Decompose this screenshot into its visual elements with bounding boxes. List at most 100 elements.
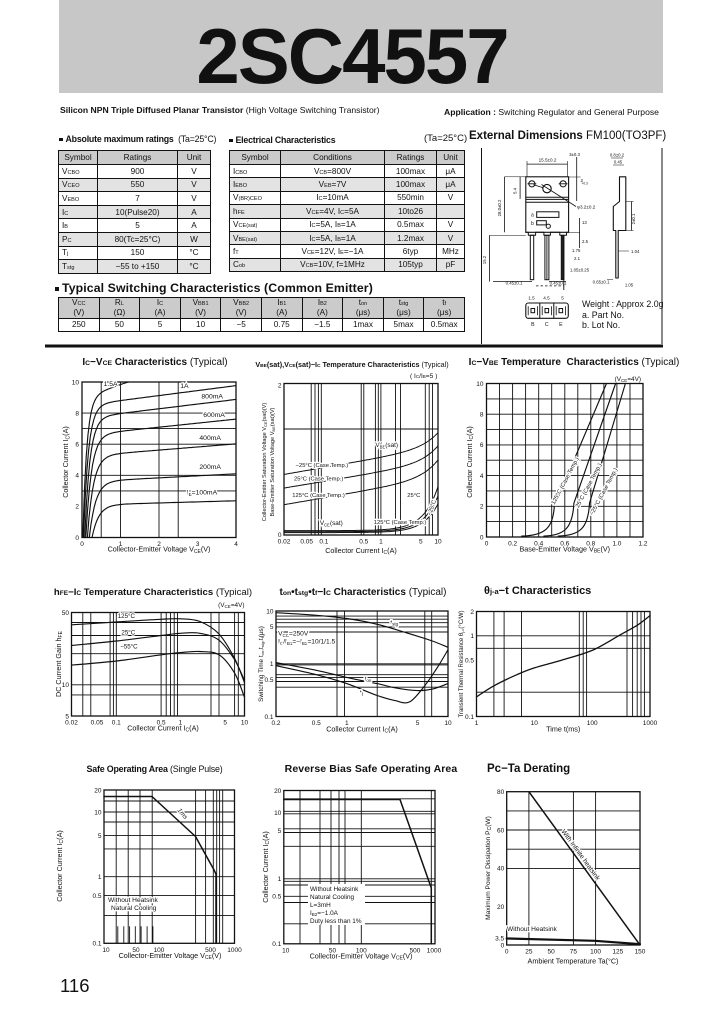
svg-text:1.2: 1.2 xyxy=(638,541,647,548)
svg-text:2: 2 xyxy=(480,504,484,511)
svg-text:5: 5 xyxy=(65,713,69,720)
svg-text:0.2: 0.2 xyxy=(271,720,280,727)
svg-text:0.65±0.1: 0.65±0.1 xyxy=(593,280,610,285)
svg-text:0.45±0.1: 0.45±0.1 xyxy=(550,281,567,286)
svg-text:0: 0 xyxy=(501,942,505,949)
svg-text:0: 0 xyxy=(485,541,489,548)
svg-text:0: 0 xyxy=(278,532,282,539)
svg-text:1000: 1000 xyxy=(227,947,242,954)
svg-text:125°C (Case Temp.): 125°C (Case Temp.) xyxy=(374,520,427,526)
svg-text:10: 10 xyxy=(102,947,110,954)
svg-text:0.5: 0.5 xyxy=(359,539,368,546)
svg-text:10: 10 xyxy=(72,379,80,386)
svg-text:φ3.2±0.2: φ3.2±0.2 xyxy=(577,205,596,210)
svg-text:a: a xyxy=(531,213,534,219)
svg-text:400mA: 400mA xyxy=(199,435,221,442)
svg-text:0.1: 0.1 xyxy=(319,539,328,546)
svg-text:0: 0 xyxy=(80,541,84,548)
svg-text:Collector Current IC(A): Collector Current IC(A) xyxy=(127,724,199,734)
svg-text:Ambient Temperature Ta(°C): Ambient Temperature Ta(°C) xyxy=(528,957,619,966)
svg-text:1: 1 xyxy=(379,539,383,546)
svg-text:15.2: 15.2 xyxy=(482,255,487,264)
svg-text:10: 10 xyxy=(531,720,539,727)
svg-text:0.5: 0.5 xyxy=(272,894,281,901)
svg-text:0: 0 xyxy=(505,949,509,956)
svg-text:Base-Emitter Saturation Voltag: Base-Emitter Saturation Voltage VBE(sat)… xyxy=(270,407,276,516)
svg-text:DC Current Gain hFE: DC Current Gain hFE xyxy=(54,630,64,697)
svg-text:Collector Current IC(A): Collector Current IC(A) xyxy=(326,725,398,735)
svg-text:25°C (Case Temp.): 25°C (Case Temp.) xyxy=(294,477,343,483)
svg-text:100: 100 xyxy=(154,947,165,954)
svg-text:8: 8 xyxy=(75,410,79,417)
svg-text:0: 0 xyxy=(480,534,484,541)
svg-text:25°C: 25°C xyxy=(407,493,420,499)
svg-text:50: 50 xyxy=(62,610,70,617)
svg-text:25°C: 25°C xyxy=(121,630,135,637)
svg-text:1: 1 xyxy=(179,720,183,727)
svg-text:50: 50 xyxy=(547,949,555,956)
svg-text:25: 25 xyxy=(525,949,533,956)
svg-text:28.0±0.2: 28.0±0.2 xyxy=(497,199,502,216)
svg-text:1.0: 1.0 xyxy=(612,541,621,548)
svg-text:1000: 1000 xyxy=(427,947,442,954)
svg-text:5: 5 xyxy=(419,539,423,546)
svg-text:0.2: 0.2 xyxy=(508,541,517,548)
svg-text:0.1: 0.1 xyxy=(112,720,121,727)
svg-text:0.5: 0.5 xyxy=(312,720,321,727)
svg-text:125°C (Case Temp.): 125°C (Case Temp.) xyxy=(292,493,345,499)
svg-text:Collector Current IC(A): Collector Current IC(A) xyxy=(325,546,397,556)
svg-text:IC/IB1=−IB2=10/1/1.5: IC/IB1=−IB2=10/1/1.5 xyxy=(278,639,335,646)
svg-text:6: 6 xyxy=(480,442,484,449)
svg-text:Collector-Emitter Voltage VCE(: Collector-Emitter Voltage VCE(V) xyxy=(108,545,211,555)
svg-text:10: 10 xyxy=(444,720,452,727)
svg-text:Natural Cooling: Natural Cooling xyxy=(310,894,354,901)
svg-text:Natural Cooling: Natural Cooling xyxy=(111,905,157,912)
svg-text:4: 4 xyxy=(234,541,238,548)
svg-text:2.1: 2.1 xyxy=(574,256,581,261)
svg-text:5: 5 xyxy=(98,833,102,840)
svg-text:tstg: tstg xyxy=(390,619,398,626)
svg-text:Collector-Emitter Voltage VCE(: Collector-Emitter Voltage VCE(V) xyxy=(310,952,413,962)
svg-text:1000: 1000 xyxy=(643,720,658,727)
svg-text:1.75: 1.75 xyxy=(572,248,581,253)
svg-text:0.1: 0.1 xyxy=(272,941,281,948)
svg-text:VCE(sat): VCE(sat) xyxy=(320,520,343,527)
svg-text:40: 40 xyxy=(497,866,505,873)
svg-text:Time t(ms): Time t(ms) xyxy=(546,725,580,734)
svg-text:50: 50 xyxy=(132,947,140,954)
svg-text:2: 2 xyxy=(157,541,161,548)
svg-text:0.45: 0.45 xyxy=(614,160,623,165)
svg-text:4.5: 4.5 xyxy=(543,296,550,301)
svg-text:100: 100 xyxy=(587,720,598,727)
svg-text:3.5: 3.5 xyxy=(495,936,504,943)
svg-text:tf: tf xyxy=(360,690,364,697)
svg-text:2.5: 2.5 xyxy=(582,239,589,244)
svg-text:20: 20 xyxy=(274,788,282,795)
svg-text:2: 2 xyxy=(75,504,79,511)
svg-text:10: 10 xyxy=(94,809,102,816)
svg-text:Switching Time ton,tstg,tf(μs): Switching Time ton,tstg,tf(μs) xyxy=(258,626,265,702)
svg-text:800mA: 800mA xyxy=(201,393,223,400)
svg-text:−55°C: −55°C xyxy=(120,643,138,650)
svg-text:3±0.3: 3±0.3 xyxy=(569,152,580,157)
svg-text:100: 100 xyxy=(356,947,367,954)
svg-text:0.5: 0.5 xyxy=(92,893,101,900)
svg-text:200mA: 200mA xyxy=(199,464,221,471)
svg-text:Base-Emitter Voltage VBE(V): Base-Emitter Voltage VBE(V) xyxy=(520,545,611,555)
svg-text:2±0.1: 2±0.1 xyxy=(631,213,636,224)
svg-text:2: 2 xyxy=(470,609,474,616)
svg-text:Collector-Emitter Voltage VCE(: Collector-Emitter Voltage VCE(V) xyxy=(119,951,222,961)
svg-text:1.05±0.25: 1.05±0.25 xyxy=(570,268,590,273)
svg-text:10: 10 xyxy=(241,720,249,727)
svg-text:10: 10 xyxy=(274,810,282,817)
svg-text:500: 500 xyxy=(205,947,216,954)
svg-text:0.8±0.2: 0.8±0.2 xyxy=(610,153,625,158)
svg-text:125°C: 125°C xyxy=(118,613,136,620)
svg-text:1.5: 1.5 xyxy=(528,296,535,301)
svg-text:−25°C (Case Temp.): −25°C (Case Temp.) xyxy=(296,463,349,469)
svg-text:C: C xyxy=(545,322,549,328)
svg-text:1: 1 xyxy=(475,720,479,727)
svg-text:0.02: 0.02 xyxy=(65,720,78,727)
svg-text:1: 1 xyxy=(278,876,282,883)
svg-text:4: 4 xyxy=(480,473,484,480)
